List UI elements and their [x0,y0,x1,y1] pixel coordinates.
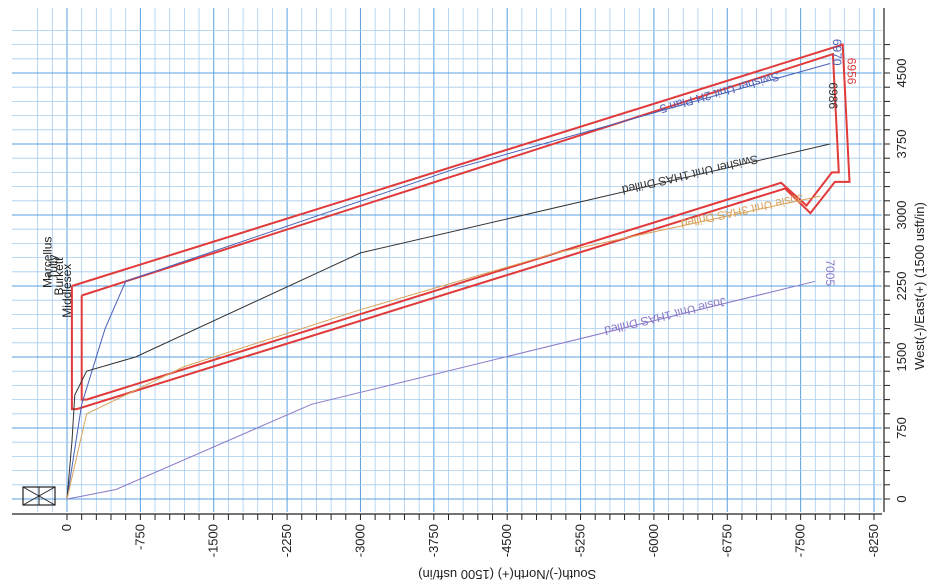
series-line-3 [66,280,816,500]
y-tick-label: -2250 [279,524,294,557]
y-axis-title: South(-)/North(+) (1500 usft/in) [418,567,596,582]
x-tick-label: 3000 [894,201,909,230]
formation-label-1: Burkett [52,257,66,296]
x-tick-label: 1500 [894,343,909,372]
y-tick-label: -7500 [793,524,808,557]
x-tick-label: 2250 [894,272,909,301]
x-tick-label: 0 [894,495,909,502]
y-tick-label: -4500 [499,524,514,557]
y-tick-label: -750 [132,524,147,550]
y-tick-label: -3000 [353,524,368,557]
well-pad-marker [22,486,56,506]
x-tick-label: 4500 [894,59,909,88]
series-line-0 [66,63,831,500]
x-axis-title: West(-)/East(+) (1500 usft/in) [912,202,927,370]
depth-label-1: 6956 [845,58,859,85]
x-tick-label: 750 [894,417,909,439]
x-tick-label: 3750 [894,130,909,159]
formation-label-2: Tully [46,255,60,280]
y-tick-label: -3750 [426,524,441,557]
series-line-2 [66,195,821,500]
formation-label-0: Middlesex [60,264,74,318]
depth-label-0: 6970 [830,39,844,66]
chart-axes: 0 -750 -1500 -2250 -3000 -3750 -4500 -5250 -6000… [12,8,909,557]
y-tick-label: -8250 [866,524,881,557]
y-tick-label: -5250 [573,524,588,557]
y-tick-label: -1500 [206,524,221,557]
depth-label-2: 6986 [826,82,840,109]
depth-label-3: 7005 [823,259,837,286]
y-tick-label: 0 [59,524,74,531]
y-tick-label: -6000 [646,524,661,557]
well-trajectories [66,63,831,500]
y-tick-label: -6750 [719,524,734,557]
formation-label-3: Marcellus [40,237,54,288]
series-line-1 [66,143,831,500]
